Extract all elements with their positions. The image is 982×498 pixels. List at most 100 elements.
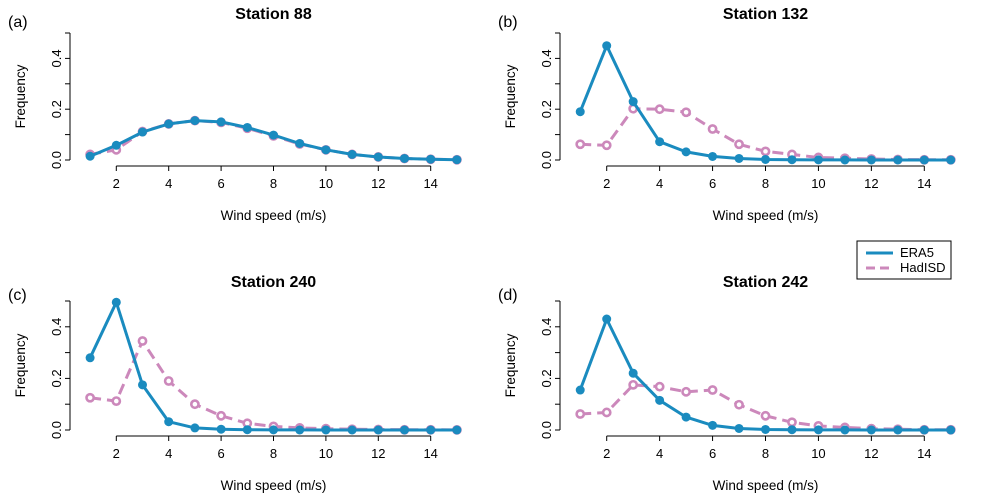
- x-tick-label: 2: [603, 446, 610, 461]
- point-era5: [85, 353, 95, 363]
- point-hadisd: [189, 399, 200, 410]
- x-tick-label: 14: [917, 446, 931, 461]
- point-hadisd: [734, 399, 744, 410]
- panel-4: 0.0 0.2 0.4 2 4 6 8 10 12 14 Wind speed (m/s) Frequ…: [498, 274, 956, 493]
- point-era5: [575, 385, 585, 395]
- y-tick-label: 0.4: [49, 49, 64, 67]
- point-era5: [734, 153, 744, 163]
- point-era5: [111, 140, 121, 150]
- point-hadisd: [111, 396, 122, 407]
- point-era5: [190, 116, 200, 126]
- x-tick-label: 14: [423, 176, 437, 191]
- x-tick-label: 14: [423, 446, 437, 461]
- point-era5: [85, 151, 95, 161]
- x-tick-label: 2: [603, 176, 610, 191]
- point-era5: [787, 425, 797, 435]
- panel-tag: (d): [498, 287, 518, 304]
- point-era5: [269, 130, 278, 140]
- y-tick-label: 0.2: [49, 100, 64, 118]
- point-hadisd: [760, 410, 771, 421]
- point-era5: [946, 425, 956, 435]
- point-hadisd: [628, 379, 639, 390]
- point-era5: [708, 420, 718, 430]
- point-hadisd: [654, 104, 665, 115]
- point-era5: [893, 425, 903, 435]
- point-era5: [138, 380, 147, 390]
- point-era5: [708, 151, 718, 161]
- point-era5: [602, 41, 612, 51]
- point-hadisd: [707, 124, 718, 134]
- x-tick-label: 4: [165, 446, 172, 461]
- x-tick-label: 12: [864, 176, 878, 191]
- point-hadisd: [163, 376, 174, 386]
- point-era5: [946, 155, 956, 165]
- point-era5: [216, 117, 226, 127]
- point-era5: [216, 424, 226, 434]
- point-era5: [681, 147, 691, 157]
- point-era5: [138, 127, 147, 137]
- point-hadisd: [575, 409, 586, 419]
- x-axis-title: Wind speed (m/s): [221, 208, 327, 223]
- x-tick-label: 4: [656, 446, 663, 461]
- point-era5: [628, 97, 638, 107]
- y-tick-label: 0.0: [49, 151, 64, 169]
- point-era5: [111, 297, 121, 307]
- y-tick-label: 0.2: [49, 369, 64, 387]
- y-tick-label: 0.0: [539, 151, 554, 169]
- point-era5: [655, 137, 665, 147]
- panel-title: Station 240: [231, 274, 316, 291]
- point-era5: [373, 152, 383, 162]
- x-tick-label: 6: [709, 176, 716, 191]
- x-tick-label: 8: [762, 176, 769, 191]
- point-era5: [893, 155, 903, 165]
- point-era5: [813, 155, 823, 165]
- point-era5: [190, 423, 200, 433]
- point-era5: [452, 155, 462, 165]
- point-era5: [426, 154, 436, 164]
- x-tick-label: 6: [709, 446, 716, 461]
- point-hadisd: [760, 146, 771, 157]
- y-tick-label: 0.4: [539, 318, 554, 336]
- y-axis-title: Frequency: [13, 333, 28, 397]
- x-tick-label: 6: [217, 176, 224, 191]
- point-era5: [347, 425, 357, 435]
- x-tick-label: 2: [113, 176, 120, 191]
- point-era5: [295, 425, 305, 435]
- point-hadisd: [707, 385, 718, 395]
- panel-tag: (b): [498, 14, 518, 31]
- point-era5: [373, 425, 383, 435]
- legend-label-era5: ERA5: [900, 245, 934, 260]
- point-era5: [655, 395, 665, 405]
- x-tick-label: 12: [371, 176, 385, 191]
- point-era5: [602, 314, 612, 324]
- y-axis-title: Frequency: [503, 333, 518, 397]
- x-tick-label: 10: [319, 176, 333, 191]
- x-tick-label: 2: [113, 446, 120, 461]
- point-era5: [813, 425, 823, 435]
- y-tick-label: 0.0: [539, 421, 554, 439]
- legend-label-hadisd: HadISD: [900, 260, 946, 275]
- point-era5: [734, 423, 744, 433]
- y-tick-label: 0.0: [49, 421, 64, 439]
- series-line-hadisd: [580, 383, 951, 432]
- x-tick-label: 4: [656, 176, 663, 191]
- panel-3: 0.0 0.2 0.4 2 4 6 8 10 12 14 Wind speed (m/s) Frequ…: [8, 274, 462, 493]
- point-era5: [761, 424, 770, 434]
- point-era5: [919, 425, 929, 435]
- point-hadisd: [575, 139, 586, 150]
- point-era5: [866, 425, 876, 435]
- panel-tag: (a): [8, 14, 28, 31]
- point-era5: [840, 155, 850, 165]
- x-tick-label: 8: [762, 446, 769, 461]
- point-era5: [242, 425, 252, 435]
- point-era5: [164, 119, 174, 129]
- panel-title: Station 242: [723, 274, 808, 291]
- legend: ERA5 HadISD: [856, 240, 952, 280]
- y-tick-label: 0.2: [539, 100, 554, 118]
- x-tick-label: 10: [319, 446, 333, 461]
- x-tick-label: 12: [371, 446, 385, 461]
- point-era5: [575, 107, 585, 117]
- x-tick-label: 10: [811, 446, 825, 461]
- panels: 0.0 0.2 0.4 2 4 6 8 10 12 14 Wind speed (m/s) Frequ…: [8, 6, 956, 493]
